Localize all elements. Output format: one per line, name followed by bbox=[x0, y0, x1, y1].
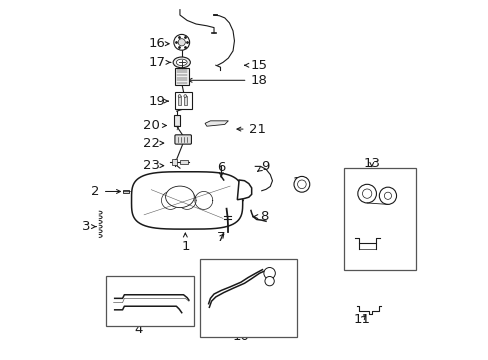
Bar bbox=[344, 168, 415, 270]
Circle shape bbox=[362, 189, 371, 198]
Ellipse shape bbox=[165, 186, 194, 208]
Ellipse shape bbox=[173, 57, 190, 68]
Bar bbox=[178, 96, 181, 105]
Text: 4: 4 bbox=[134, 323, 142, 336]
Circle shape bbox=[178, 39, 185, 46]
Text: 8: 8 bbox=[253, 210, 268, 223]
Circle shape bbox=[379, 187, 396, 204]
FancyBboxPatch shape bbox=[175, 135, 191, 144]
Text: 13: 13 bbox=[363, 157, 380, 170]
Text: 9: 9 bbox=[257, 160, 268, 173]
Polygon shape bbox=[131, 172, 242, 229]
Text: 12: 12 bbox=[292, 176, 309, 189]
Text: 3: 3 bbox=[81, 220, 96, 233]
Bar bbox=[183, 96, 186, 105]
Polygon shape bbox=[204, 121, 228, 126]
Text: 6: 6 bbox=[217, 161, 225, 177]
Text: 14: 14 bbox=[357, 204, 374, 217]
Text: 11: 11 bbox=[353, 312, 370, 326]
FancyArrow shape bbox=[122, 190, 129, 193]
Bar bbox=[175, 68, 188, 85]
Bar bbox=[171, 159, 176, 165]
Bar bbox=[175, 92, 191, 109]
Bar bbox=[199, 259, 297, 337]
Text: 18: 18 bbox=[188, 74, 267, 87]
Text: 15: 15 bbox=[244, 59, 267, 72]
Text: 19: 19 bbox=[148, 95, 168, 108]
Circle shape bbox=[264, 267, 275, 279]
Circle shape bbox=[178, 95, 181, 98]
Circle shape bbox=[357, 184, 376, 203]
Circle shape bbox=[183, 95, 186, 98]
Ellipse shape bbox=[176, 59, 187, 66]
Text: 16: 16 bbox=[148, 37, 169, 50]
Circle shape bbox=[293, 176, 309, 192]
Circle shape bbox=[174, 35, 189, 50]
Text: 2: 2 bbox=[91, 185, 120, 198]
Text: 5: 5 bbox=[123, 283, 135, 296]
Text: 20: 20 bbox=[142, 119, 166, 132]
Circle shape bbox=[264, 276, 274, 286]
Text: 17: 17 bbox=[148, 56, 170, 69]
Text: 10: 10 bbox=[232, 330, 249, 343]
Text: 21: 21 bbox=[237, 122, 265, 136]
Bar bbox=[106, 276, 194, 326]
Polygon shape bbox=[237, 180, 251, 200]
Text: 22: 22 bbox=[142, 136, 163, 149]
Bar bbox=[174, 115, 180, 126]
Bar bbox=[180, 160, 188, 164]
Text: 1: 1 bbox=[181, 233, 189, 253]
Text: 7: 7 bbox=[217, 231, 225, 244]
Circle shape bbox=[384, 192, 391, 199]
Text: 23: 23 bbox=[142, 159, 163, 172]
